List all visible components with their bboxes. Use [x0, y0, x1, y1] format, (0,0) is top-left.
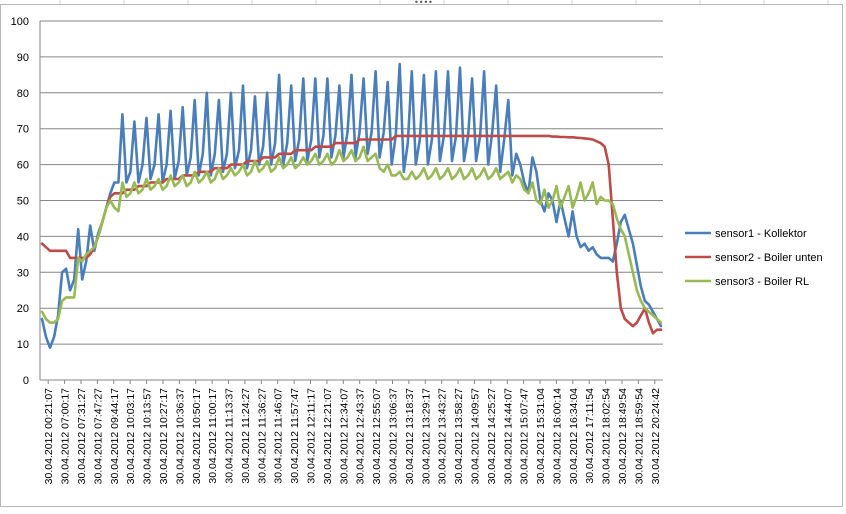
line-chart: 0 10 20 30 40 50 60 70 80 90 100 30.04.2012 00:21:0… [11, 16, 823, 485]
x-tick-label: 30.04.2012 11:57:47 [289, 388, 301, 484]
x-tick-label: 30.04.2012 18:49:54 [617, 388, 629, 485]
x-tick-label: 30.04.2012 18:02:54 [601, 388, 613, 485]
x-tick-label: 30.04.2012 13:18:37 [404, 388, 416, 485]
x-tick-label: 30.04.2012 12:34:07 [338, 388, 350, 485]
x-tick-label: 30.04.2012 14:09:57 [469, 388, 481, 485]
x-tick-label: 30.04.2012 15:07:47 [519, 388, 531, 485]
legend-label: sensor2 - Boiler unten [715, 252, 823, 264]
legend: sensor1 - Kollektor sensor2 - Boiler unte… [685, 228, 823, 288]
y-tick-label: 20 [17, 303, 29, 315]
x-tick-label: 30.04.2012 11:36:27 [256, 388, 268, 484]
x-tick-label: 30.04.2012 13:06:37 [387, 388, 399, 485]
x-tick-label: 30.04.2012 10:36:37 [174, 388, 186, 485]
x-tick-label: 30.04.2012 20:24:42 [650, 388, 662, 485]
x-tick-label: 30.04.2012 12:55:07 [371, 388, 383, 485]
series-line-1 [40, 62, 663, 350]
x-tick-label: 30.04.2012 10:03:17 [125, 388, 137, 485]
resize-handle-icon[interactable]: •••• [414, 0, 433, 7]
x-tick-label: 30.04.2012 11:00:17 [207, 388, 219, 484]
chart-area[interactable]: 0 10 20 30 40 50 60 70 80 90 100 30.04.2012 00:21:0… [0, 4, 843, 507]
series-line-3 [40, 145, 663, 324]
x-tick-label: 30.04.2012 11:13:37 [224, 388, 236, 484]
x-tick-label: 30.04.2012 10:50:17 [191, 388, 203, 485]
x-tick-label: 30.04.2012 14:44:07 [502, 388, 514, 485]
y-tick-label: 0 [23, 375, 29, 387]
x-tick-label: 30.04.2012 18:59:54 [633, 388, 645, 485]
y-tick-label: 10 [17, 339, 29, 351]
x-tick-label: 30.04.2012 16:00:14 [551, 388, 563, 485]
x-tick-label: 30.04.2012 16:34:04 [568, 388, 580, 485]
x-tick-label: 30.04.2012 11:24:27 [240, 388, 252, 484]
x-tick-label: 30.04.2012 07:31:27 [76, 388, 88, 485]
y-tick-label: 70 [17, 124, 29, 136]
x-tick-label: 30.04.2012 17:11:54 [584, 388, 596, 484]
x-tick-label: 30.04.2012 07:00:17 [60, 388, 72, 485]
x-tick-label: 30.04.2012 13:29:17 [420, 388, 432, 485]
y-tick-label: 80 [17, 88, 29, 100]
x-tick-label: 30.04.2012 13:58:27 [453, 388, 465, 485]
y-tick-label: 40 [17, 231, 29, 243]
y-tick-label: 30 [17, 267, 29, 279]
legend-label: sensor1 - Kollektor [715, 228, 807, 240]
y-tick-label: 50 [17, 196, 29, 208]
x-tick-label: 30.04.2012 13:43:27 [437, 388, 449, 485]
x-tick-label: 30.04.2012 10:13:57 [142, 388, 154, 485]
legend-label: sensor3 - Boiler RL [715, 276, 809, 288]
x-tick-label: 30.04.2012 11:46:07 [273, 388, 285, 484]
x-tick-label: 30.04.2012 10:27:17 [158, 388, 170, 485]
y-tick-label: 60 [17, 160, 29, 172]
x-tick-label: 30.04.2012 07:47:27 [92, 388, 104, 485]
x-tick-label: 30.04.2012 12:21:07 [322, 388, 334, 485]
x-tick-label: 30.04.2012 00:21:07 [43, 388, 55, 485]
y-tick-label: 90 [17, 52, 29, 64]
y-tick-label: 100 [11, 16, 29, 28]
x-tick-label: 30.04.2012 09:44:17 [109, 388, 121, 485]
x-tick-label: 30.04.2012 15:31:04 [535, 388, 547, 485]
x-tick-label: 30.04.2012 12:11:17 [306, 388, 318, 484]
x-tick-label: 30.04.2012 14:25:27 [486, 388, 498, 485]
x-tick-label: 30.04.2012 12:43:37 [355, 388, 367, 485]
